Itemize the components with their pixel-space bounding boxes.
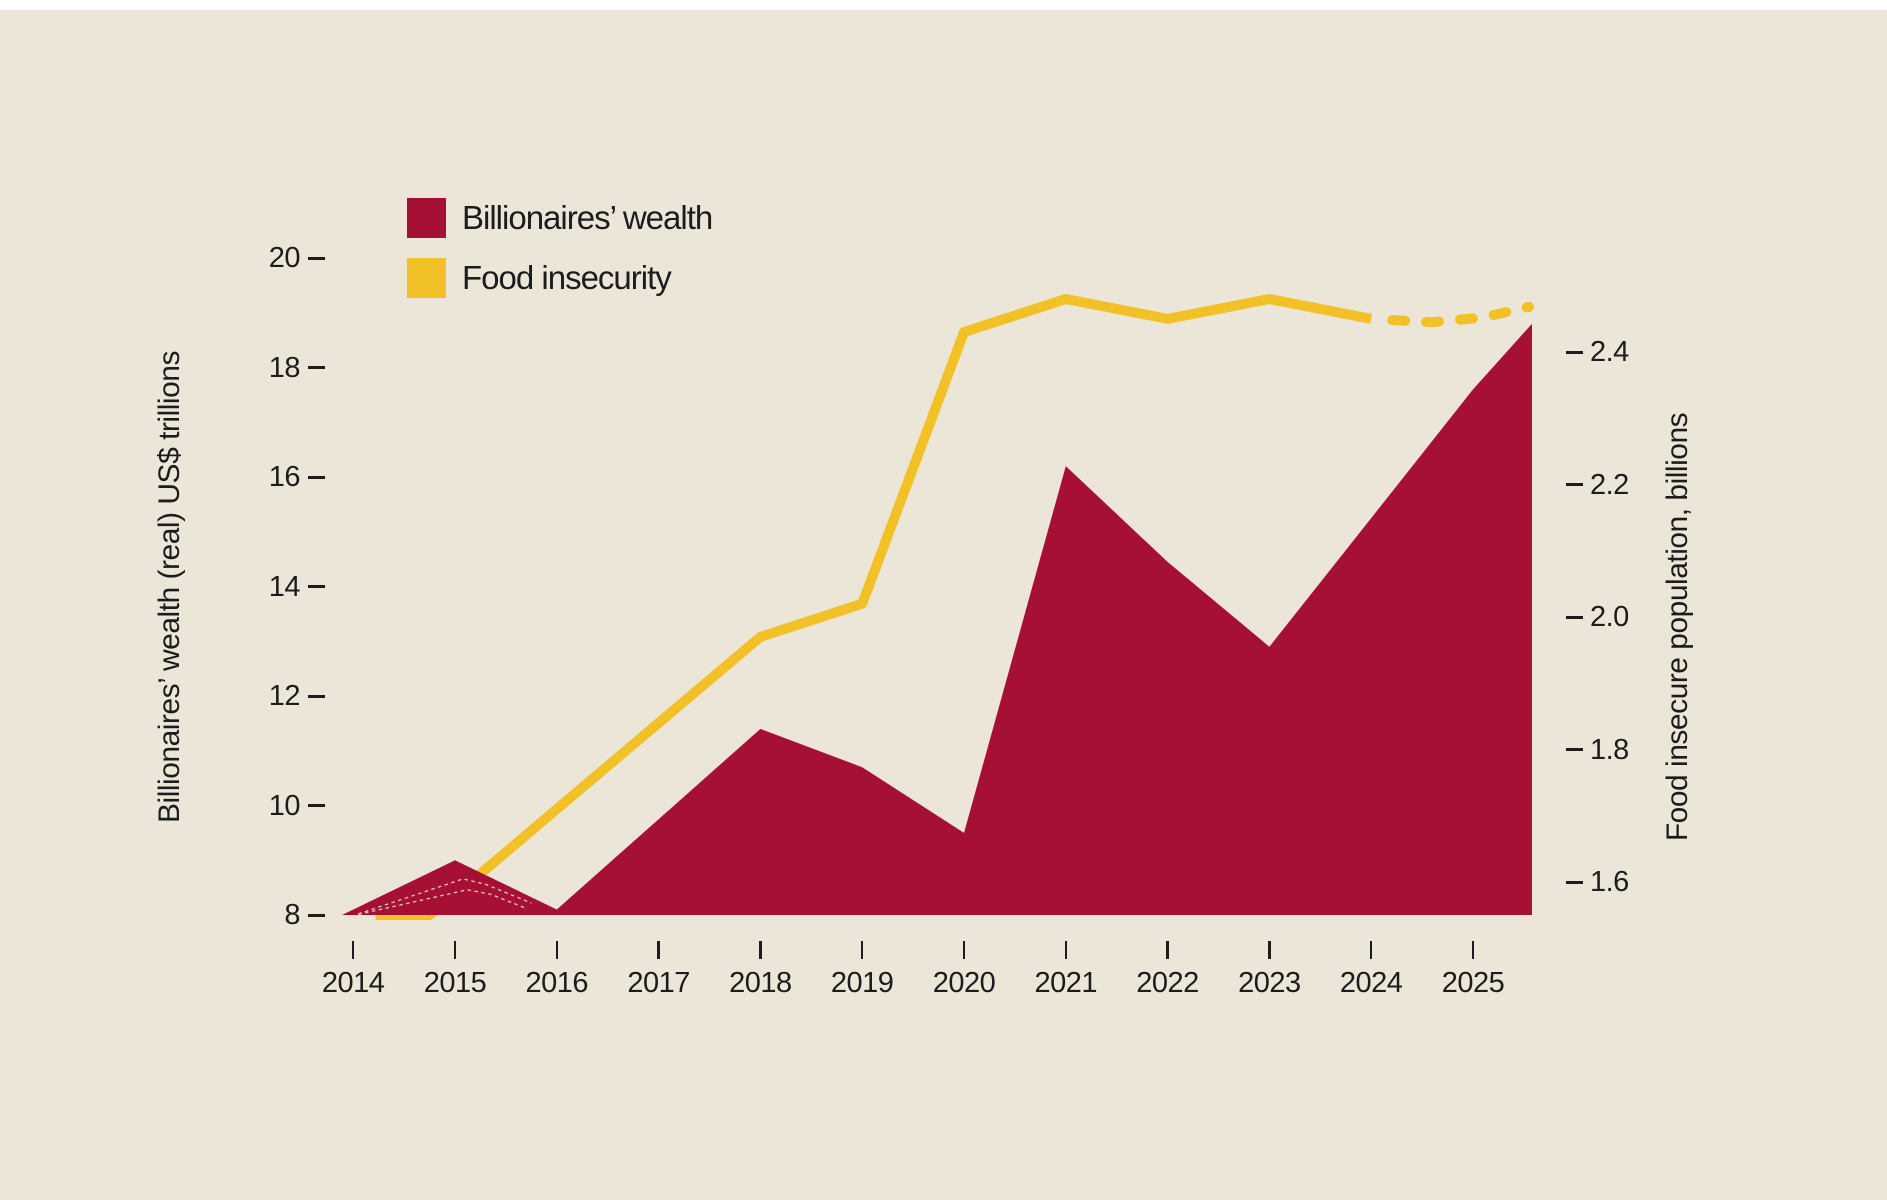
- left-axis-title: Billionaires’ wealth (real) US$ trillion…: [153, 351, 186, 823]
- legend-label-food-insecurity: Food insecurity: [462, 259, 672, 296]
- left-tick-mark-14: [308, 585, 325, 588]
- left-tick-label-18: 18: [268, 351, 301, 384]
- left-tick-mark-10: [308, 804, 325, 807]
- x-tick-mark-2017: [657, 941, 660, 959]
- legend-item-food-insecurity: Food insecurity: [407, 258, 672, 298]
- right-axis-title: Food insecure population, billions: [1661, 412, 1694, 842]
- left-tick-mark-16: [308, 475, 325, 479]
- top-white-strip: [0, 0, 1887, 10]
- left-tick-label-12: 12: [268, 680, 301, 712]
- x-tick-mark-2016: [555, 941, 559, 959]
- billionaires-wealth-area: [342, 323, 1532, 915]
- x-tick-mark-2020: [962, 941, 966, 959]
- x-tick-mark-2025: [1471, 941, 1475, 959]
- right-tick-mark-2.4: [1566, 350, 1583, 354]
- left-tick-label-20: 20: [268, 242, 301, 274]
- x-tick-label-2018: 2018: [729, 967, 792, 999]
- right-tick-label-1.8: 1.8: [1590, 733, 1629, 766]
- legend-swatch-billionaires-wealth: [407, 198, 446, 238]
- x-tick-label-2021: 2021: [1034, 967, 1098, 999]
- x-tick-label-2016: 2016: [525, 967, 589, 999]
- x-tick-label-2014: 2014: [321, 967, 385, 999]
- right-tick-label-2.2: 2.2: [1590, 468, 1629, 501]
- x-tick-mark-2023: [1268, 941, 1271, 959]
- x-tick-label-2019: 2019: [830, 967, 894, 999]
- legend-swatch-food-insecurity: [407, 258, 446, 298]
- left-tick-mark-8: [308, 913, 325, 917]
- faint-hairline-1: [358, 878, 532, 915]
- left-tick-mark-12: [308, 694, 325, 698]
- left-tick-label-8: 8: [284, 899, 300, 931]
- x-tick-mark-2021: [1064, 941, 1068, 959]
- x-tick-mark-2022: [1166, 941, 1169, 959]
- right-tick-mark-1.8: [1566, 748, 1583, 751]
- left-tick-label-16: 16: [268, 461, 301, 493]
- x-tick-label-2023: 2023: [1238, 967, 1301, 999]
- right-tick-mark-1.6: [1566, 880, 1583, 884]
- x-tick-label-2020: 2020: [932, 967, 996, 999]
- left-tick-label-14: 14: [268, 570, 301, 603]
- x-tick-label-2024: 2024: [1339, 967, 1403, 999]
- x-tick-mark-2015: [453, 941, 457, 959]
- right-tick-label-2.0: 2.0: [1590, 601, 1629, 633]
- right-tick-mark-2.0: [1566, 615, 1583, 619]
- left-tick-label-10: 10: [268, 789, 301, 822]
- faint-hairline-2: [358, 889, 527, 916]
- x-tick-mark-2019: [860, 941, 864, 959]
- food-insecurity-line-dashed-projection: [1366, 301, 1534, 328]
- legend-item-billionaires-wealth: Billionaires’ wealth: [407, 198, 713, 238]
- x-tick-mark-2024: [1369, 941, 1373, 959]
- x-tick-label-2025: 2025: [1441, 967, 1505, 999]
- x-tick-mark-2014: [351, 941, 355, 959]
- x-tick-label-2017: 2017: [627, 967, 690, 999]
- x-tick-label-2022: 2022: [1136, 967, 1199, 999]
- right-tick-mark-2.2: [1566, 483, 1583, 486]
- legend-label-billionaires-wealth: Billionaires’ wealth: [462, 199, 713, 236]
- right-tick-label-1.6: 1.6: [1590, 866, 1629, 898]
- left-tick-mark-20: [308, 256, 325, 260]
- left-tick-mark-18: [308, 366, 325, 369]
- x-tick-label-2015: 2015: [423, 967, 487, 999]
- x-tick-mark-2018: [759, 941, 762, 959]
- right-tick-label-2.4: 2.4: [1590, 336, 1629, 368]
